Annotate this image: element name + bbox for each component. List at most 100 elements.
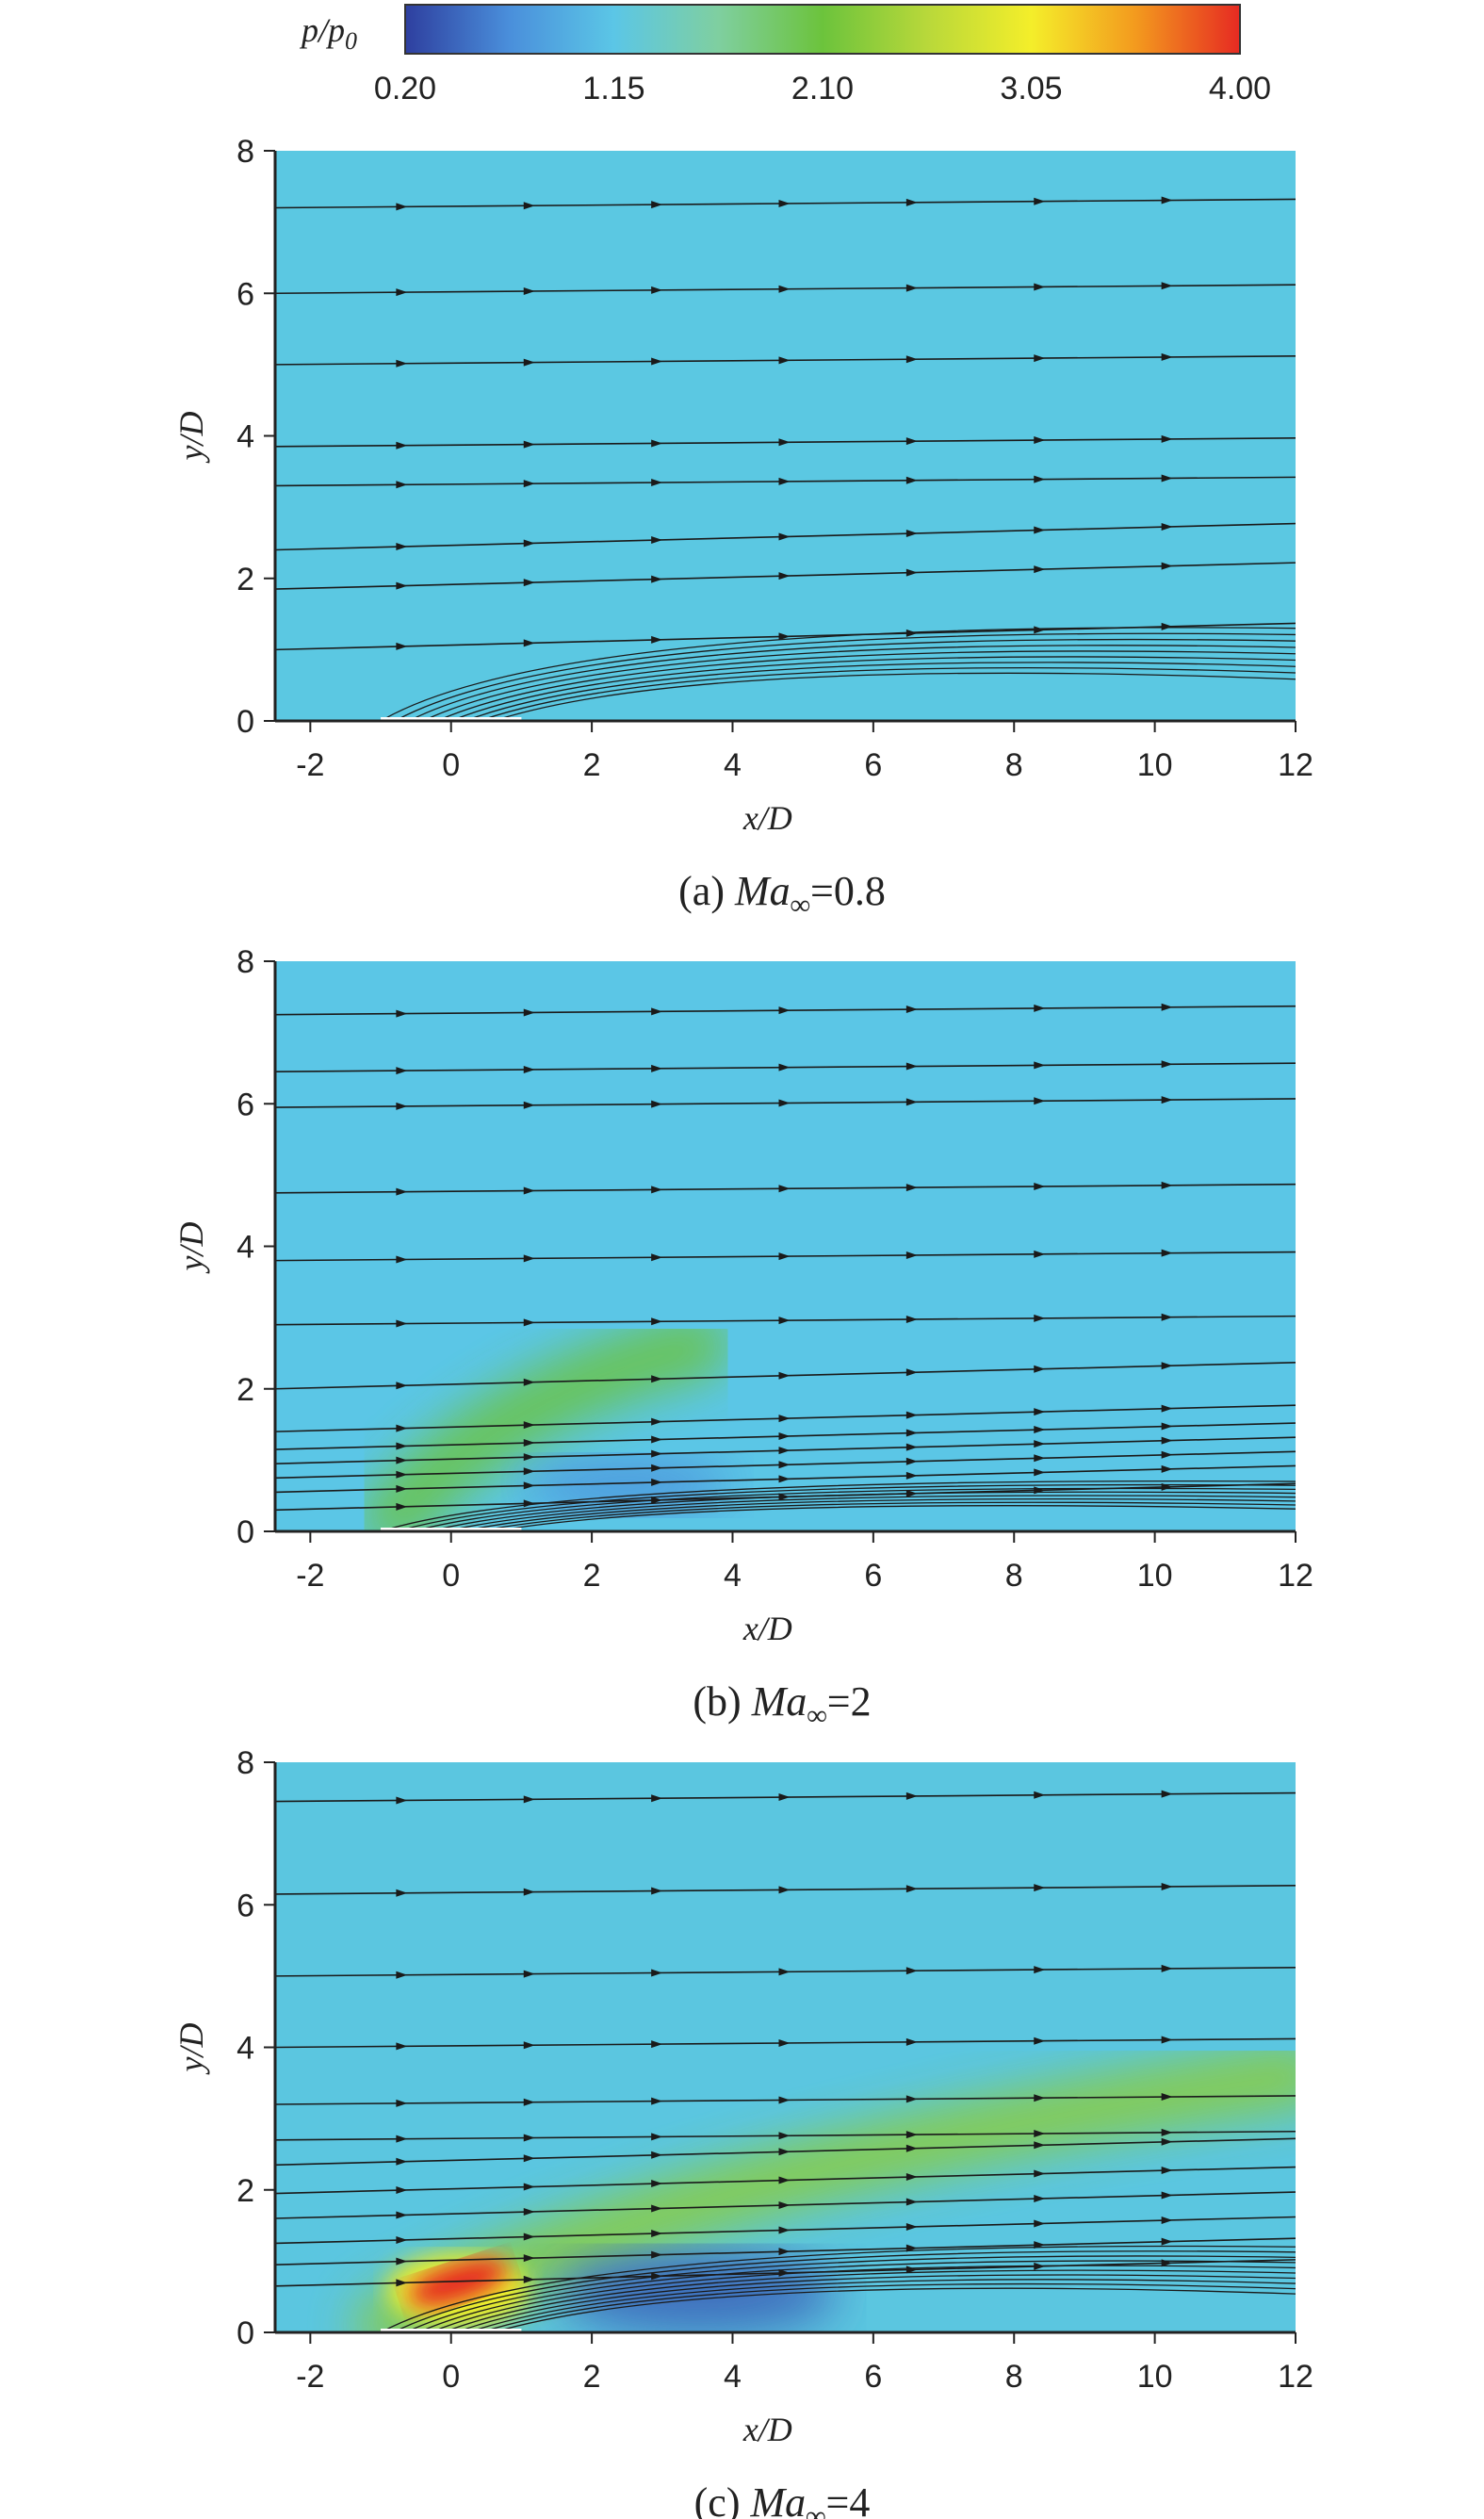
x-tick-label: 10: [1137, 2359, 1173, 2395]
streamline-arrow: [905, 284, 918, 292]
streamline-arrow: [396, 1971, 408, 1979]
streamline-arrow: [396, 581, 408, 590]
streamline-arrow: [523, 2275, 535, 2283]
streamline-arrow: [1034, 565, 1046, 574]
streamline-arrow: [396, 1470, 408, 1479]
x-tick-label: 2: [583, 1558, 601, 1594]
streamline-arrow: [1034, 197, 1046, 205]
streamline-arrow: [1034, 1314, 1046, 1322]
x-tick-label: 6: [864, 747, 882, 783]
jet-streamline: [393, 2250, 1296, 2332]
streamline-arrow: [523, 1795, 535, 1804]
streamline-arrow: [651, 2180, 663, 2188]
streamline-arrow: [523, 2098, 535, 2106]
jet-streamline: [430, 2265, 1296, 2332]
streamline-arrow: [651, 1969, 663, 1977]
streamline-arrow: [523, 1453, 535, 1462]
streamline-arrow: [1161, 523, 1173, 532]
streamline-arrow: [905, 1184, 918, 1192]
streamline-arrow: [905, 1471, 918, 1480]
streamline-arrow: [651, 439, 663, 448]
streamline-arrow: [1034, 283, 1046, 291]
streamline-arrow: [523, 286, 535, 295]
streamline-arrow: [1161, 1249, 1173, 1257]
streamline-arrow: [651, 1435, 663, 1444]
streamline-arrow: [778, 2268, 791, 2277]
jet-streamline: [429, 1491, 1296, 1531]
streamline-arrow: [651, 1064, 663, 1072]
streamline-arrow: [1034, 626, 1046, 634]
jet-streamline: [422, 645, 1296, 721]
streamline-arrow: [651, 286, 663, 294]
streamline-arrow: [1161, 2237, 1173, 2246]
x-tick-label: 0: [442, 2359, 460, 2395]
streamline-arrow: [1161, 2093, 1173, 2102]
streamline-arrow: [523, 1481, 535, 1490]
streamline-arrow: [778, 1006, 791, 1015]
streamline-arrow: [1034, 2094, 1046, 2102]
streamline-arrow: [651, 2204, 663, 2213]
streamline-arrow: [523, 539, 535, 548]
streamline-arrow: [778, 1371, 791, 1380]
streamline-arrow: [523, 639, 535, 647]
streamline-arrow: [396, 1319, 408, 1328]
streamline-arrow: [1034, 1182, 1046, 1190]
chart-panel-b: -2 0 2 4 6 8 10 12 0 2 4 6 8 x/D y/D (b) Ma∞=2: [172, 944, 1313, 1731]
streamline-arrow: [778, 2201, 791, 2210]
x-tick-label: 6: [864, 1558, 882, 1594]
colorbar-label-main: p/p: [299, 11, 345, 49]
jet-exit: [381, 717, 522, 721]
streamline-arrow: [778, 2096, 791, 2104]
jet-exit: [381, 1528, 522, 1531]
y-tick-label: 4: [236, 1230, 254, 1266]
streamline-arrow: [905, 1411, 918, 1419]
streamline-arrow: [1161, 1313, 1173, 1321]
streamline-arrow: [778, 1968, 791, 1976]
streamline-arrow: [651, 357, 663, 366]
streamline-arrow: [651, 2229, 663, 2237]
streamline-arrow: [1034, 1004, 1046, 1012]
streamline-arrow: [1161, 1181, 1173, 1189]
y-tick-label: 4: [236, 2031, 254, 2067]
streamline-arrow: [1161, 2128, 1173, 2136]
streamline-arrow: [778, 1432, 791, 1441]
streamline-arrow: [778, 438, 791, 447]
jet-streamline: [477, 1501, 1296, 1531]
panel-caption: (b) Ma∞=2: [693, 1678, 871, 1731]
jet-streamline: [493, 2287, 1296, 2332]
streamline-arrow: [1034, 2141, 1046, 2150]
x-tick-label: 10: [1137, 747, 1173, 783]
x-axis-label: x/D: [742, 1610, 792, 1647]
jet-streamline: [455, 2274, 1296, 2332]
x-tick-label: 2: [583, 2359, 601, 2395]
streamline-arrow: [1034, 1791, 1046, 1799]
x-tick-label: 4: [724, 2359, 742, 2395]
jet-streamline: [465, 662, 1296, 721]
streamline-arrow: [396, 481, 408, 489]
streamline-arrow: [905, 2244, 918, 2252]
streamline-arrow: [1034, 1426, 1046, 1434]
caption-value: =4: [826, 2479, 871, 2519]
streamline-arrow: [1161, 1790, 1173, 1798]
streamline-arrow: [1034, 1884, 1046, 1892]
colorbar-tick-label: 2.10: [791, 71, 854, 106]
streamline-arrow: [1034, 436, 1046, 445]
streamline-arrow: [396, 2135, 408, 2143]
plot-area: [275, 151, 1296, 721]
streamline-arrow: [651, 1007, 663, 1016]
streamline-arrow: [778, 285, 791, 293]
streamline-arrow: [651, 1887, 663, 1895]
streamline-arrow: [523, 202, 535, 210]
y-tick-label: 2: [236, 562, 254, 597]
x-tick-label: 8: [1005, 1558, 1023, 1594]
colorbar-tick-label: 3.05: [1000, 71, 1062, 106]
x-axis-label: x/D: [742, 2411, 792, 2448]
streamline-arrow: [905, 2222, 918, 2231]
streamline-arrow: [778, 356, 791, 365]
streamline-arrow: [905, 2198, 918, 2206]
colorbar-tick-label: 1.15: [582, 71, 644, 106]
streamline-arrow: [651, 201, 663, 209]
shock-region: [361, 1313, 731, 1531]
streamline-arrow: [905, 1429, 918, 1437]
streamline-arrow: [905, 1368, 918, 1377]
